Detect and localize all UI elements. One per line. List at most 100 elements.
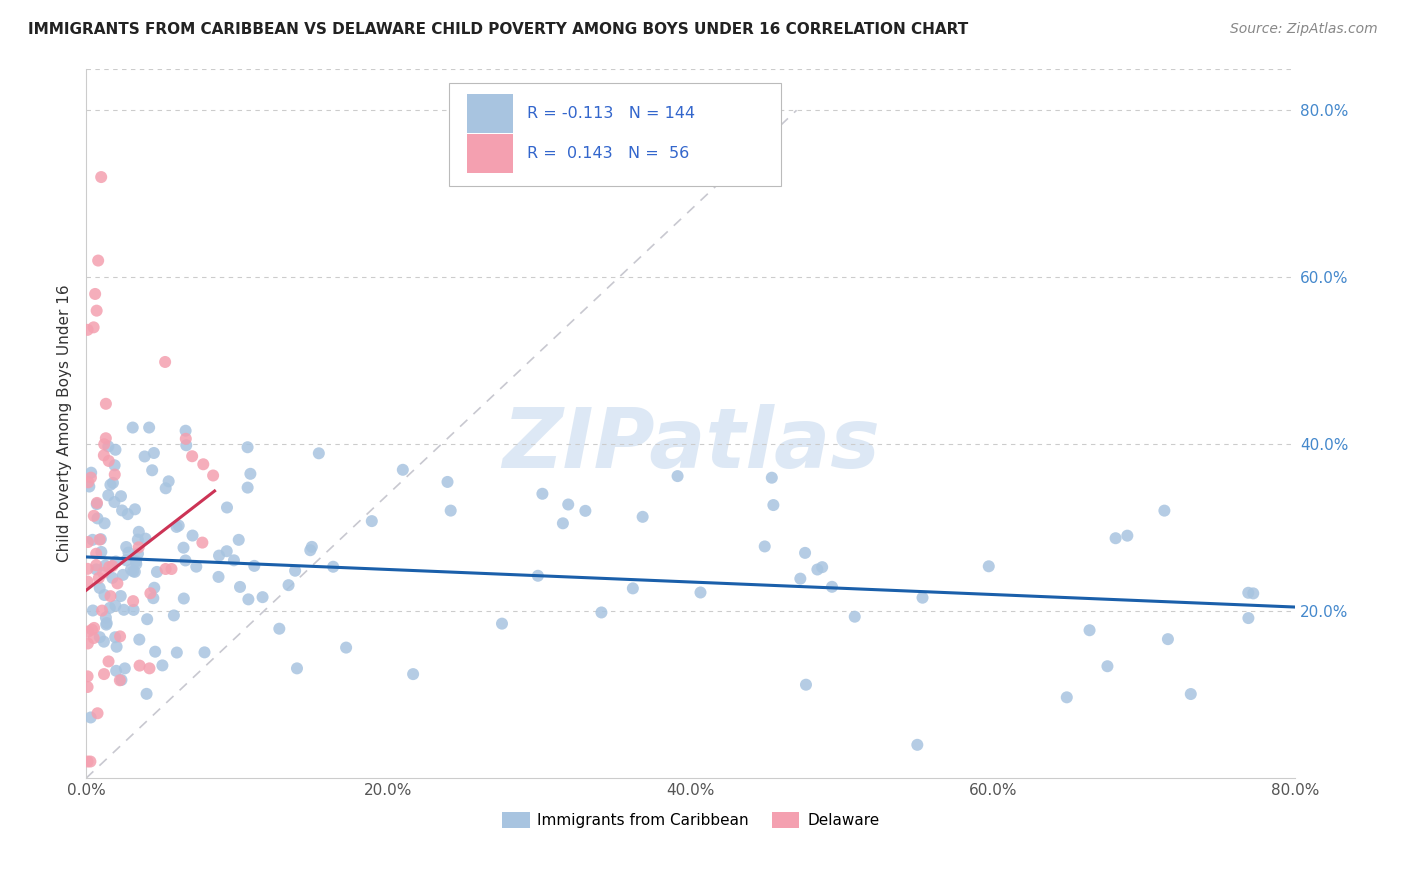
Immigrants from Caribbean [228,533,250,547]
Delaware [76,680,98,694]
Immigrants from Caribbean [1056,690,1078,705]
Immigrants from Caribbean [193,645,215,659]
Immigrants from Caribbean [631,509,654,524]
Text: R = -0.113   N = 144: R = -0.113 N = 144 [527,106,696,120]
Immigrants from Caribbean [360,514,382,528]
Immigrants from Caribbean [79,710,101,724]
Immigrants from Caribbean [1180,687,1202,701]
Immigrants from Caribbean [761,471,783,485]
Immigrants from Caribbean [134,532,156,546]
Immigrants from Caribbean [89,581,111,595]
Delaware [101,558,124,573]
Delaware [91,604,114,618]
Immigrants from Caribbean [174,424,197,438]
Immigrants from Caribbean [80,466,103,480]
Immigrants from Caribbean [1157,632,1180,647]
Immigrants from Caribbean [105,640,128,654]
Delaware [122,594,145,608]
Immigrants from Caribbean [1153,503,1175,517]
Immigrants from Caribbean [96,617,118,632]
Delaware [80,470,103,484]
Immigrants from Caribbean [163,608,186,623]
Delaware [76,755,98,769]
Immigrants from Caribbean [806,562,828,576]
Delaware [77,535,100,549]
Immigrants from Caribbean [120,562,142,576]
Immigrants from Caribbean [101,475,124,490]
Immigrants from Caribbean [277,578,299,592]
Immigrants from Caribbean [128,632,150,647]
Immigrants from Caribbean [110,489,132,503]
Immigrants from Caribbean [115,553,138,567]
Delaware [128,658,150,673]
Immigrants from Caribbean [243,558,266,573]
Immigrants from Caribbean [391,463,413,477]
Immigrants from Caribbean [101,571,124,585]
Immigrants from Caribbean [621,582,644,596]
Delaware [87,571,110,585]
Immigrants from Caribbean [97,439,120,453]
Delaware [76,669,98,683]
Immigrants from Caribbean [166,520,188,534]
Immigrants from Caribbean [527,568,550,582]
Immigrants from Caribbean [104,599,127,613]
Immigrants from Caribbean [574,504,596,518]
Delaware [77,624,100,639]
Immigrants from Caribbean [911,591,934,605]
Delaware [86,303,108,318]
Immigrants from Caribbean [122,603,145,617]
Delaware [98,560,121,574]
Delaware [138,661,160,675]
Delaware [97,454,120,468]
Immigrants from Caribbean [124,565,146,579]
Immigrants from Caribbean [1104,531,1126,545]
Immigrants from Caribbean [103,495,125,509]
Immigrants from Caribbean [557,498,579,512]
Immigrants from Caribbean [152,658,174,673]
Immigrants from Caribbean [1078,624,1101,638]
Immigrants from Caribbean [811,560,834,574]
Immigrants from Caribbean [114,661,136,675]
Delaware [80,623,103,637]
Immigrants from Caribbean [269,622,291,636]
Delaware [160,562,183,576]
Immigrants from Caribbean [115,540,138,554]
Immigrants from Caribbean [844,609,866,624]
Immigrants from Caribbean [794,546,817,560]
Immigrants from Caribbean [136,612,159,626]
Delaware [128,541,150,555]
Immigrants from Caribbean [174,438,197,452]
Immigrants from Caribbean [754,540,776,554]
Immigrants from Caribbean [134,450,156,464]
Delaware [76,323,98,337]
Immigrants from Caribbean [157,475,180,489]
Immigrants from Caribbean [93,588,115,602]
Immigrants from Caribbean [143,645,166,659]
Immigrants from Caribbean [105,664,128,678]
Immigrants from Caribbean [1116,529,1139,543]
Immigrants from Caribbean [104,630,127,644]
Delaware [155,562,177,576]
Immigrants from Caribbean [208,549,231,563]
Immigrants from Caribbean [142,591,165,606]
Delaware [91,566,114,580]
Immigrants from Caribbean [174,553,197,567]
Immigrants from Caribbean [86,511,108,525]
Immigrants from Caribbean [112,603,135,617]
Immigrants from Caribbean [104,458,127,473]
Immigrants from Caribbean [117,546,139,560]
Immigrants from Caribbean [436,475,458,489]
Immigrants from Caribbean [301,540,323,554]
Delaware [104,467,127,482]
Delaware [100,589,122,603]
Immigrants from Caribbean [322,559,344,574]
FancyBboxPatch shape [449,83,782,186]
Immigrants from Caribbean [104,442,127,457]
Immigrants from Caribbean [84,562,107,576]
Immigrants from Caribbean [308,446,330,460]
Immigrants from Caribbean [551,516,574,531]
Immigrants from Caribbean [96,615,118,630]
Immigrants from Caribbean [155,481,177,495]
Delaware [193,457,215,471]
Delaware [76,562,98,576]
